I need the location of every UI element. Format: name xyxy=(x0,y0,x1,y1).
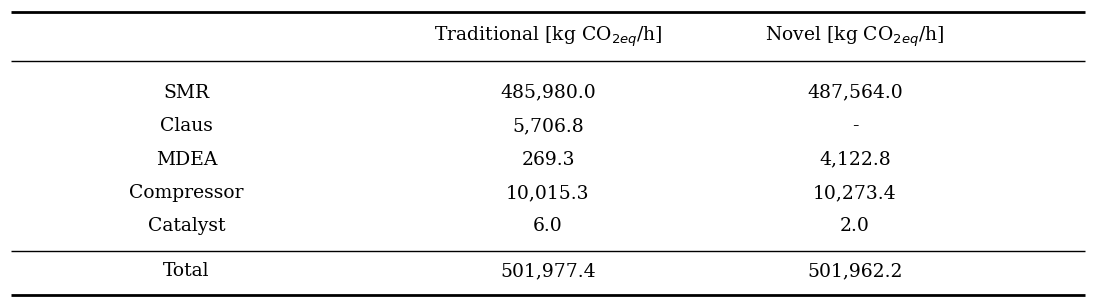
Text: Novel [kg CO$_{2eq}$/h]: Novel [kg CO$_{2eq}$/h] xyxy=(765,24,945,49)
Text: Traditional [kg CO$_{2eq}$/h]: Traditional [kg CO$_{2eq}$/h] xyxy=(434,24,662,49)
Text: -: - xyxy=(852,117,858,135)
Text: 2.0: 2.0 xyxy=(840,217,870,236)
Text: Total: Total xyxy=(163,262,209,280)
Text: Compressor: Compressor xyxy=(129,184,243,202)
Text: 269.3: 269.3 xyxy=(522,150,574,169)
Text: Claus: Claus xyxy=(160,117,213,135)
Text: 6.0: 6.0 xyxy=(533,217,563,236)
Text: 5,706.8: 5,706.8 xyxy=(512,117,584,135)
Text: 4,122.8: 4,122.8 xyxy=(819,150,891,169)
Text: 10,273.4: 10,273.4 xyxy=(813,184,897,202)
Text: 501,962.2: 501,962.2 xyxy=(807,262,903,280)
Text: MDEA: MDEA xyxy=(156,150,217,169)
Text: 10,015.3: 10,015.3 xyxy=(506,184,590,202)
Text: 485,980.0: 485,980.0 xyxy=(500,84,596,102)
Text: Catalyst: Catalyst xyxy=(148,217,225,236)
Text: 487,564.0: 487,564.0 xyxy=(807,84,903,102)
Text: SMR: SMR xyxy=(163,84,209,102)
Text: 501,977.4: 501,977.4 xyxy=(500,262,596,280)
